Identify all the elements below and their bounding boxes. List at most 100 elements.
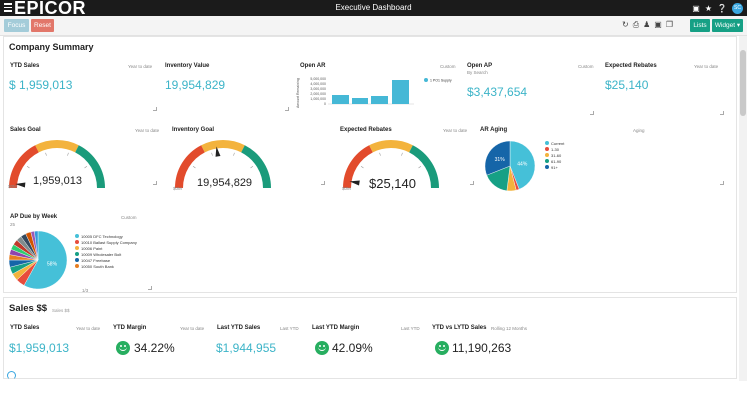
expected-rebates-value: $25,140 xyxy=(605,78,649,92)
resize-handle[interactable] xyxy=(153,107,157,111)
share-icon[interactable]: ♟ xyxy=(643,20,651,29)
hamburger-menu-icon[interactable] xyxy=(4,3,12,12)
open-ap-period: Custom xyxy=(578,64,594,69)
legend-swatch xyxy=(75,246,79,250)
app-logo: EPICOR xyxy=(14,0,87,18)
legend-item[interactable]: 10050 South Bank xyxy=(75,263,137,269)
expected-rebates-gauge xyxy=(343,140,439,189)
expected-rebates-period: Year to date xyxy=(694,64,719,69)
inventory-goal-value: 19,954,829 xyxy=(197,177,253,189)
delete-icon[interactable]: ▣ xyxy=(654,20,662,29)
legend-swatch xyxy=(545,153,549,157)
gauge-tick xyxy=(401,152,403,156)
ytd-vs-lytd-label: YTD vs LYTD Sales xyxy=(432,325,487,331)
y-tick: 2,000,000 xyxy=(310,92,326,96)
legend-label: 1-30 xyxy=(551,146,560,152)
open-ar-period: Custom xyxy=(440,64,456,69)
gauge-tick xyxy=(67,152,69,156)
reset-button[interactable]: Reset xyxy=(31,19,54,32)
inventory-goal-gauge xyxy=(175,140,271,189)
resize-handle[interactable] xyxy=(470,181,474,185)
ytd-vs-lytd-value: 11,190,263 xyxy=(452,341,512,355)
pie-slice xyxy=(484,140,511,176)
gauge-min-label: $0M xyxy=(342,186,351,191)
open-ar-y-axis-label: Amount Remaining xyxy=(296,78,300,108)
pie-slice xyxy=(23,230,68,290)
legend-label: 10047 Freebase xyxy=(81,257,111,263)
legend-item[interactable]: Current xyxy=(545,140,564,146)
legend-item[interactable]: 10005 DFC Technology xyxy=(75,233,137,239)
legend-label: 31-60 xyxy=(551,152,562,158)
y-tick: 5,000,000 xyxy=(310,77,326,81)
open-ar-bar xyxy=(352,98,368,104)
resize-handle[interactable] xyxy=(285,107,289,111)
gauge-tick xyxy=(84,166,88,169)
company-summary-panel: Company Summary xyxy=(3,36,737,293)
gauge-min-label: $0M xyxy=(173,186,182,191)
copy-icon[interactable]: ❐ xyxy=(665,20,674,29)
avatar[interactable]: SC xyxy=(732,3,743,14)
ap-due-label: AP Due by Week xyxy=(10,214,58,220)
expected-rebates-gauge-period: Year to date xyxy=(443,128,468,133)
open-ar-chart: Amount Remaining 5,000,000 4,000,000 3,0… xyxy=(296,77,452,108)
resize-handle[interactable] xyxy=(720,111,724,115)
legend-swatch xyxy=(424,78,428,82)
sales-goal-gauge xyxy=(9,140,105,189)
expected-rebates-gauge-label: Expected Rebates xyxy=(340,127,392,133)
resize-handle[interactable] xyxy=(590,111,594,115)
resize-handle[interactable] xyxy=(148,286,152,290)
sales-goal-value: 1,959,013 xyxy=(33,175,82,187)
gauge-band-red xyxy=(9,145,40,189)
gauge-tick xyxy=(418,166,422,169)
resize-handle[interactable] xyxy=(321,181,325,185)
gauge-band-amber xyxy=(201,140,245,153)
toolbar: Focus Reset ↻ ⎙ ♟ ▣ ❐ Lists Widget ▾ xyxy=(0,16,747,36)
legend-swatch xyxy=(545,147,549,151)
legend-item[interactable]: 1-30 xyxy=(545,146,564,152)
open-ar-bar xyxy=(332,95,349,104)
legend-item[interactable]: 31-60 xyxy=(545,152,564,158)
legend-item[interactable]: 10047 Freebase xyxy=(75,257,137,263)
widget-dropdown-button[interactable]: Widget ▾ xyxy=(712,19,743,32)
legend-label: 10010 Ballast Supply Company xyxy=(81,239,137,245)
resize-handle[interactable] xyxy=(720,181,724,185)
expected-rebates-label: Expected Rebates xyxy=(605,63,657,69)
refresh-icon[interactable]: ↻ xyxy=(622,20,629,29)
sales-ytd-label: YTD Sales xyxy=(10,325,40,331)
star-icon[interactable]: ★ xyxy=(704,4,713,13)
resize-handle[interactable] xyxy=(153,181,157,185)
legend-swatch xyxy=(75,252,79,256)
open-ar-label: Open AR xyxy=(300,63,326,69)
ap-due-pager[interactable]: 1/3 xyxy=(82,288,89,293)
ytd-sales-label: YTD Sales xyxy=(10,63,40,69)
legend-item[interactable]: 61-90 xyxy=(545,158,564,164)
focus-button[interactable]: Focus xyxy=(4,19,29,32)
legend-item[interactable]: 10010 Ballast Supply Company xyxy=(75,239,137,245)
sales-goal-period: Year to date xyxy=(135,128,160,133)
gauge-band-red xyxy=(343,145,374,189)
legend-label: 10009 Wholesaler Bolt xyxy=(81,251,122,257)
ar-aging-legend: Current 1-30 31-60 61-90 91+ xyxy=(545,140,564,170)
pie-label: 58% xyxy=(47,262,58,268)
legend-label: 10050 South Bank xyxy=(81,263,114,269)
legend-item[interactable]: 10009 Wholesaler Bolt xyxy=(75,251,137,257)
sales-ytd-value: $1,959,013 xyxy=(9,341,70,355)
last-ytd-sales-value: $1,944,955 xyxy=(216,341,277,355)
panel-title: Sales $$ xyxy=(9,303,48,314)
page-scrollbar[interactable] xyxy=(739,36,747,381)
gauge-tick xyxy=(211,152,213,156)
last-ytd-sales-period: Last YTD xyxy=(280,326,299,331)
chat-icon[interactable]: ▣ xyxy=(692,4,700,13)
gauge-tick xyxy=(45,152,47,156)
print-icon[interactable]: ⎙ xyxy=(632,20,640,29)
scrollbar-thumb[interactable] xyxy=(740,50,746,116)
lists-button[interactable]: Lists xyxy=(690,19,710,32)
ytd-vs-lytd-period: Rolling 12 Months xyxy=(491,326,528,331)
top-bar: EPICOR Executive Dashboard ▣ ★ ❔ SC xyxy=(0,0,747,18)
loading-icon xyxy=(7,371,16,380)
help-icon[interactable]: ❔ xyxy=(717,4,727,13)
legend-item[interactable]: 91+ xyxy=(545,164,564,170)
legend-swatch xyxy=(75,234,79,238)
legend-item[interactable]: 10006 Paint xyxy=(75,245,137,251)
gauge-needle xyxy=(15,182,26,188)
